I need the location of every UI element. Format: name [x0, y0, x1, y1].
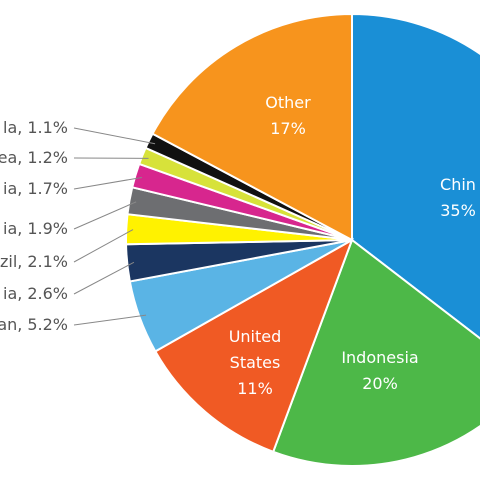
category-label: United States [229, 327, 282, 372]
outer-label: an, 5.2% [0, 315, 68, 334]
outer-label: ia, 2.6% [3, 284, 68, 303]
category-label: Other [265, 93, 311, 112]
pie-slice [271, 238, 480, 467]
category-label: ea, [0, 148, 22, 167]
value-label: 20% [362, 374, 398, 393]
value-label: 2.1% [27, 252, 68, 271]
leader-line [73, 229, 134, 263]
leader-line [73, 127, 156, 145]
leader-line [73, 261, 135, 295]
outer-label: zil, 2.1% [0, 252, 68, 271]
outer-label: ea, 1.2% [0, 148, 68, 167]
pie-slice [351, 12, 480, 340]
value-label: 2.6% [27, 284, 68, 303]
slice-label: Indonesia 20% [341, 348, 418, 393]
value-label: 1.2% [27, 148, 68, 167]
pie-slice [153, 237, 354, 454]
category-label: Chin [440, 175, 476, 194]
leader-line [73, 176, 142, 190]
value-label: 1.7% [27, 179, 68, 198]
category-label: Indonesia [341, 348, 418, 367]
outer-label: ia, 1.7% [3, 179, 68, 198]
category-label: la, [3, 118, 22, 137]
pie-slice [151, 12, 353, 242]
leader-line [73, 314, 147, 326]
category-label: an, [0, 315, 22, 334]
slice-label: United States 11% [229, 327, 282, 398]
slice-label: Chin 35% [440, 175, 476, 220]
value-label: 17% [270, 119, 306, 138]
value-label: 1.1% [27, 118, 68, 137]
category-label: ia, [3, 284, 22, 303]
category-label: ia, [3, 179, 22, 198]
value-label: 35% [440, 201, 476, 220]
category-label: ia, [3, 219, 22, 238]
value-label: 11% [237, 379, 273, 398]
category-line: States [230, 353, 281, 372]
value-label: 1.9% [27, 219, 68, 238]
value-label: 5.2% [27, 315, 68, 334]
category-line: United [229, 327, 282, 346]
leader-line [73, 201, 137, 230]
category-label: zil, [0, 252, 22, 271]
outer-label: la, 1.1% [3, 118, 68, 137]
outer-label: ia, 1.9% [3, 219, 68, 238]
slice-label: Other 17% [265, 93, 311, 138]
